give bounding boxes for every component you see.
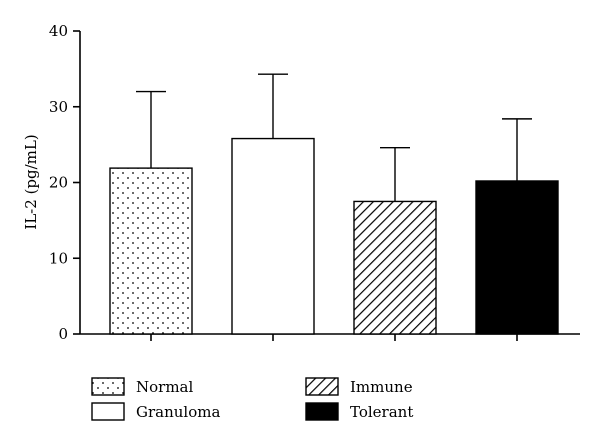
bar-granuloma [231,137,315,335]
y-tick-label: 30 [49,98,68,116]
bar-immune [353,200,437,335]
legend-label-granuloma: Granuloma [136,403,220,421]
y-axis-label: IL-2 (pg/mL) [22,134,40,229]
legend: Normal Granuloma Immune Tolerant [91,377,413,421]
y-tick-label: 20 [49,174,68,192]
bar-tolerant [475,180,559,335]
legend-swatch-normal [91,377,125,396]
legend-label-tolerant: Tolerant [350,403,413,421]
legend-swatch-immune [305,377,339,396]
bars [109,137,559,335]
legend-swatch-tolerant [305,402,339,421]
y-tick-label: 40 [49,22,68,40]
legend-swatch-granuloma [91,402,125,421]
y-tick-label: 10 [49,249,68,267]
bar-normal [109,167,193,335]
legend-label-immune: Immune [350,378,413,396]
error-bars [136,73,532,202]
y-tick-label: 0 [58,325,68,343]
legend-label-normal: Normal [136,378,193,396]
